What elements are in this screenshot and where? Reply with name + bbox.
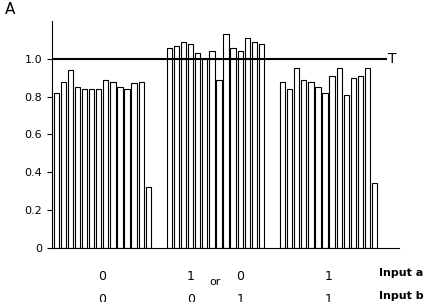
Text: 0: 0	[187, 293, 195, 302]
Bar	[216, 80, 222, 248]
Bar	[365, 68, 370, 248]
Bar	[301, 80, 306, 248]
Bar	[117, 87, 123, 248]
Text: 1: 1	[236, 293, 244, 302]
Bar	[224, 34, 229, 248]
Bar	[89, 89, 94, 248]
Bar	[245, 38, 250, 248]
Bar	[351, 78, 356, 248]
Text: 0: 0	[236, 270, 244, 283]
Bar	[308, 82, 313, 248]
Bar	[259, 44, 264, 248]
Bar	[316, 87, 321, 248]
Text: or: or	[210, 277, 221, 287]
Bar	[237, 51, 243, 248]
Bar	[61, 82, 66, 248]
Text: Input a: Input a	[379, 268, 423, 278]
Bar	[329, 76, 335, 248]
Text: 0: 0	[98, 293, 106, 302]
Bar	[68, 70, 73, 248]
Text: A: A	[5, 2, 16, 17]
Bar	[209, 51, 214, 248]
Bar	[336, 68, 342, 248]
Text: 1: 1	[325, 293, 332, 302]
Text: 1: 1	[325, 270, 332, 283]
Bar	[287, 89, 293, 248]
Text: 1: 1	[187, 270, 194, 283]
Text: 0: 0	[98, 270, 106, 283]
Bar	[252, 42, 257, 248]
Text: Input b: Input b	[379, 291, 424, 301]
Bar	[82, 89, 87, 248]
Bar	[181, 42, 186, 248]
Bar	[344, 95, 349, 248]
Bar	[138, 82, 144, 248]
Bar	[195, 53, 201, 248]
Bar	[125, 89, 130, 248]
Bar	[110, 82, 115, 248]
Bar	[372, 183, 377, 248]
Bar	[145, 187, 151, 248]
Bar	[202, 59, 207, 248]
Bar	[96, 89, 102, 248]
Bar	[167, 47, 172, 248]
Bar	[54, 93, 59, 248]
Bar	[322, 93, 328, 248]
Bar	[132, 83, 137, 248]
Text: T: T	[388, 52, 397, 66]
Bar	[174, 46, 179, 248]
Bar	[103, 80, 108, 248]
Bar	[294, 68, 299, 248]
Bar	[188, 44, 193, 248]
Bar	[230, 47, 236, 248]
Bar	[75, 87, 80, 248]
Bar	[358, 76, 363, 248]
Bar	[280, 82, 285, 248]
